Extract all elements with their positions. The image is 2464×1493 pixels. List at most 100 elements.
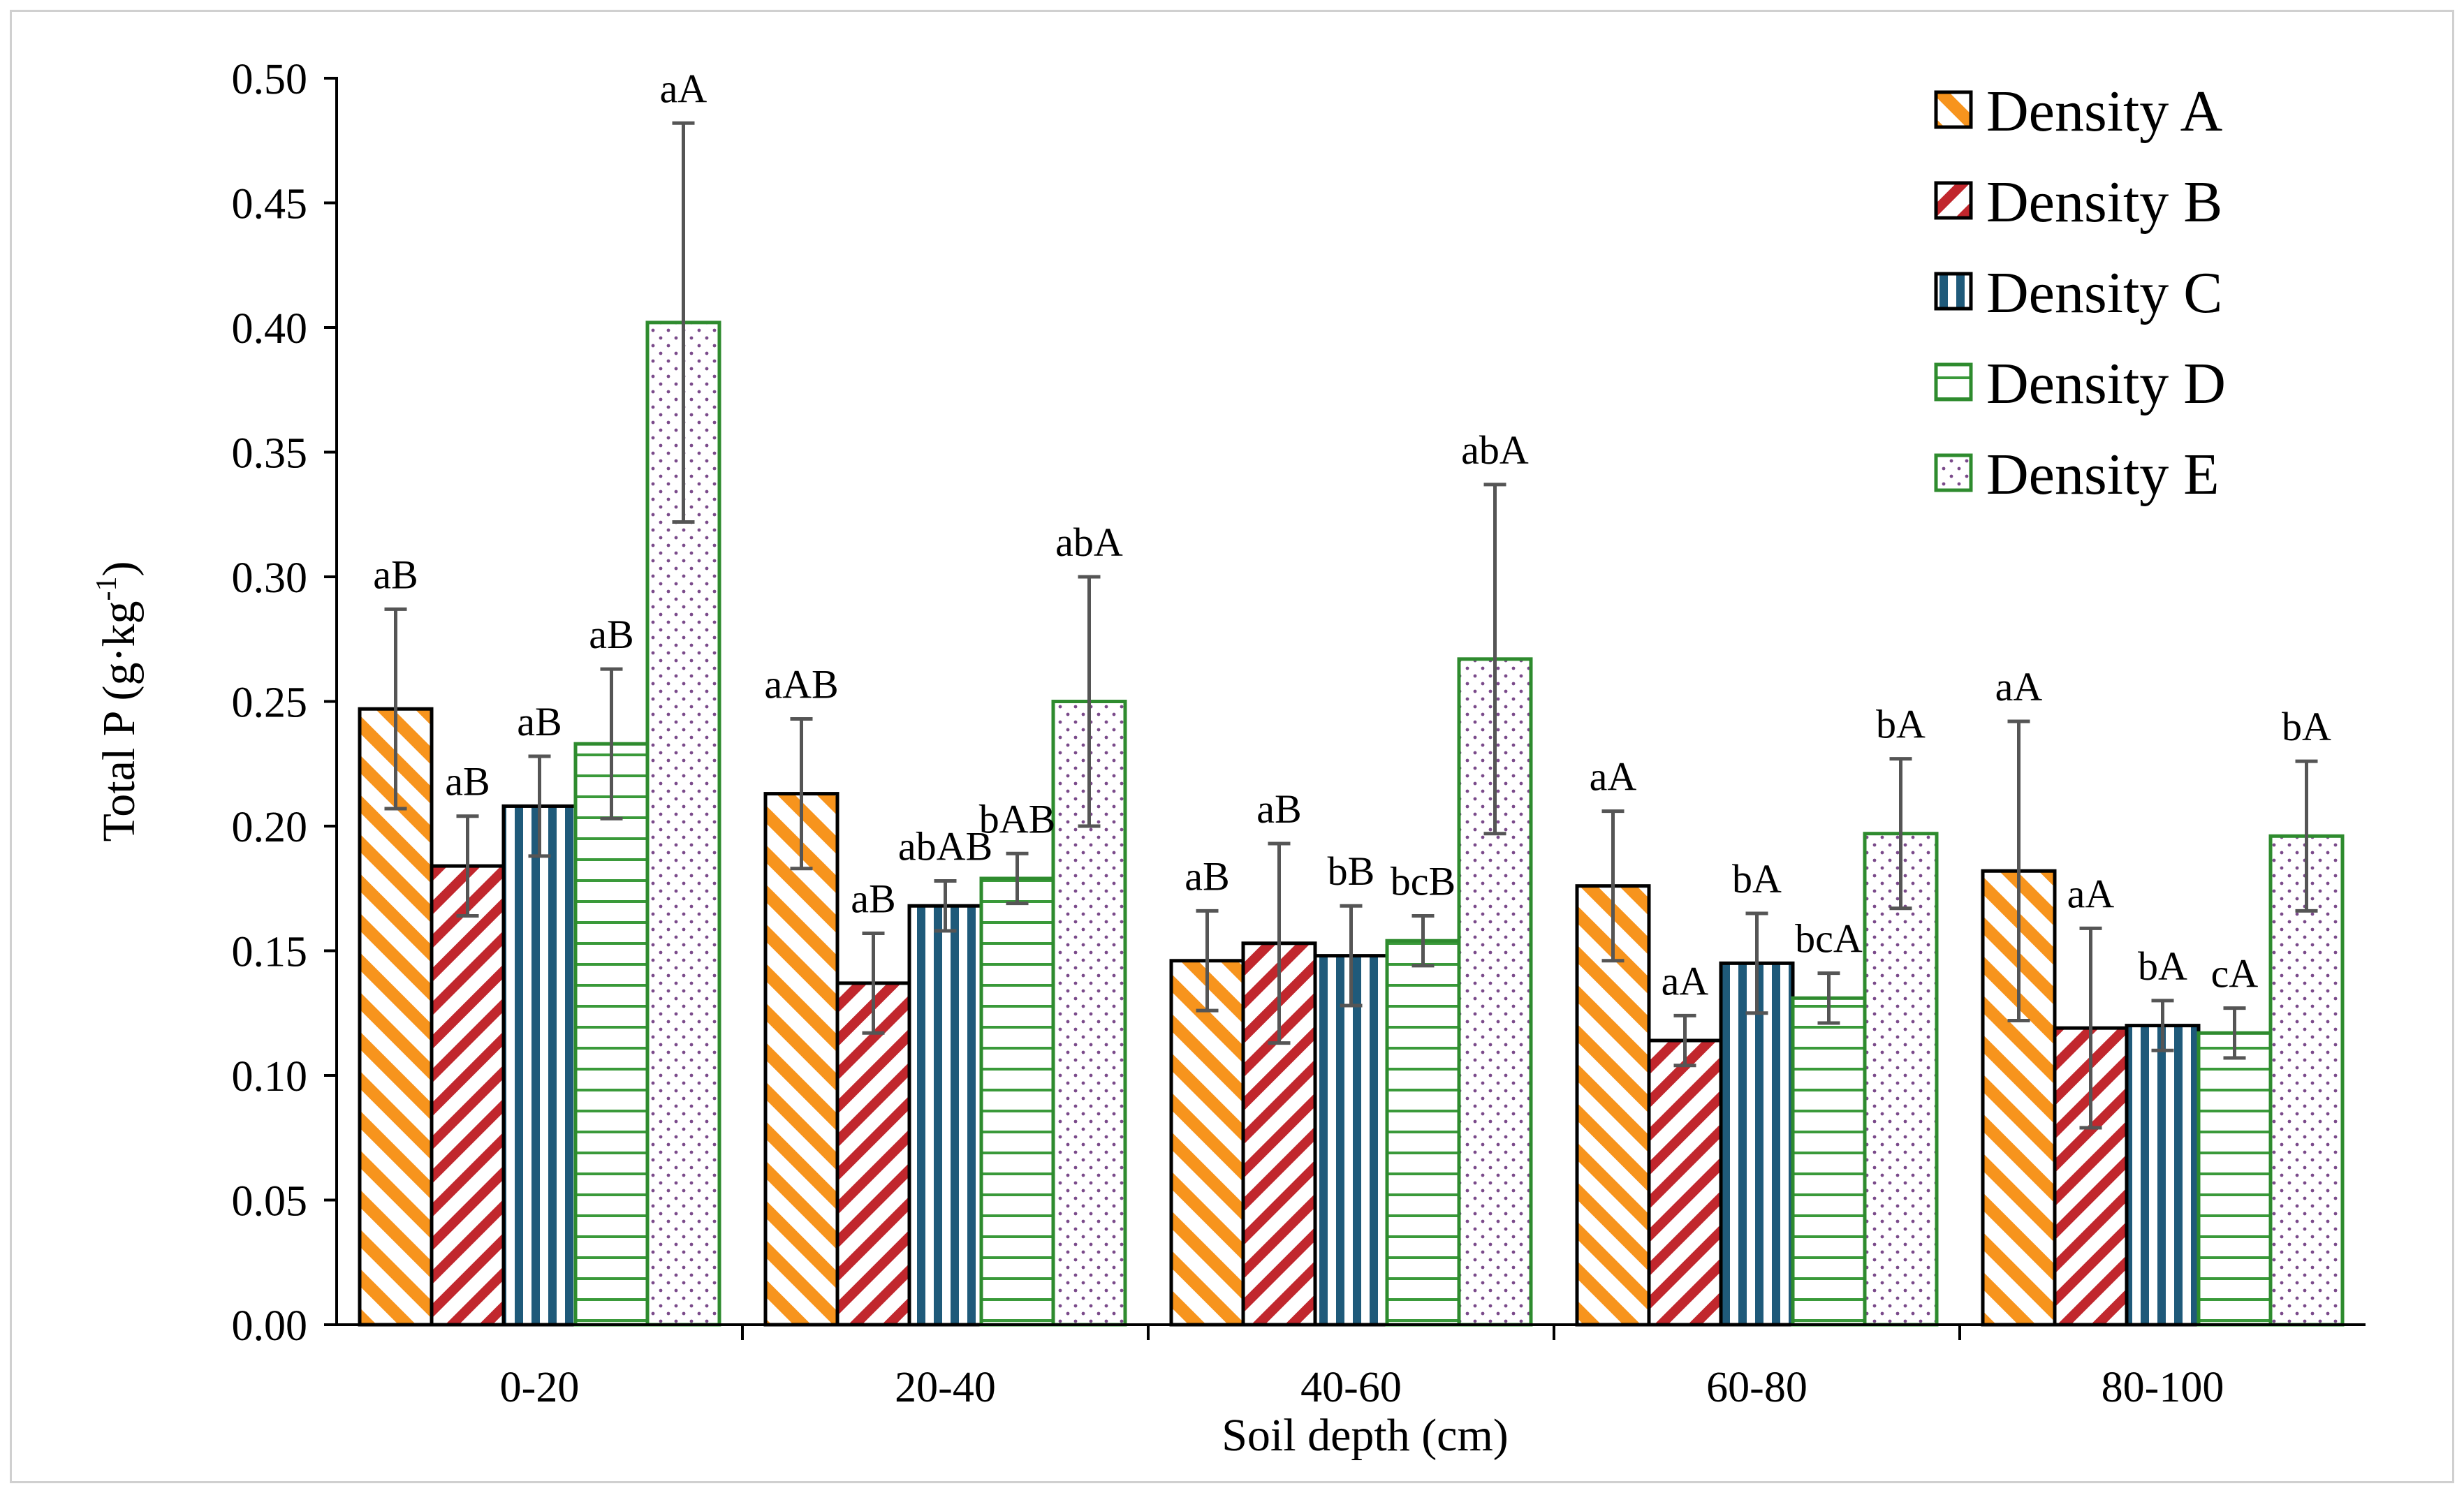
- bar-density-b-60-80: [1647, 1038, 1723, 1327]
- significance-label: bB: [1328, 848, 1375, 894]
- bar-chart: 0.00 0.05 0.10 0.15 0.20 0.25 0.30 0.35 0.40 0.45…: [91, 56, 2366, 1461]
- error-bar: [528, 754, 551, 858]
- bar-density-a-0-20: [358, 707, 434, 1327]
- x-tick-label: 80-100: [2102, 1364, 2224, 1411]
- x-tick-label: 20-40: [895, 1364, 996, 1411]
- bar-density-e-60-80: [1863, 832, 1939, 1327]
- error-bar: [862, 932, 885, 1035]
- legend-swatch: [1934, 453, 1973, 492]
- y-axis-ticks: 0.00 0.05 0.10 0.15 0.20 0.25 0.30 0.35 0.40 0.45…: [232, 56, 337, 1350]
- chart-frame: 0.00 0.05 0.10 0.15 0.20 0.25 0.30 0.35 0.40 0.45…: [10, 10, 2454, 1483]
- significance-label: bA: [2138, 943, 2187, 989]
- error-bar: [1078, 575, 1101, 828]
- significance-label: aB: [1185, 853, 1229, 899]
- error-bar: [1673, 1013, 1696, 1068]
- significance-label: aB: [851, 876, 895, 922]
- significance-label: bA: [1732, 856, 1782, 902]
- error-bar: [1268, 841, 1291, 1045]
- bar-density-c-60-80: [1719, 961, 1795, 1327]
- significance-label: aA: [660, 66, 707, 111]
- legend-label: Density E: [1986, 442, 2220, 507]
- legend-label: Density A: [1986, 79, 2223, 144]
- error-bar: [600, 667, 623, 821]
- y-tick-label: 0.25: [232, 679, 308, 727]
- error-bar: [1483, 483, 1506, 836]
- error-bar: [2295, 759, 2318, 913]
- bar-density-b-0-20: [430, 864, 506, 1327]
- significance-label: aA: [1662, 958, 1709, 1003]
- y-tick-label: 0.15: [232, 929, 308, 976]
- significance-label: bcB: [1391, 859, 1455, 904]
- bar-density-d-40-60: [1385, 939, 1461, 1327]
- legend-item-density-a: Density A: [1934, 79, 2223, 144]
- bar-density-c-20-40: [907, 904, 983, 1327]
- error-bar: [456, 814, 479, 918]
- y-tick-label: 0.40: [232, 305, 308, 353]
- x-tick-label: 60-80: [1706, 1364, 1807, 1411]
- bar-density-c-40-60: [1313, 954, 1389, 1327]
- significance-label: bA: [2282, 704, 2331, 749]
- error-bar: [1006, 851, 1029, 906]
- x-axis-tick-labels: 0-20 20-40 40-60 60-80 80-100: [500, 1325, 2224, 1411]
- error-bar: [934, 879, 957, 933]
- error-bars: [384, 121, 2318, 1130]
- legend-label: Density C: [1986, 260, 2222, 325]
- y-tick-label: 0.45: [232, 181, 308, 228]
- legend-item-density-d: Density D: [1934, 351, 2226, 416]
- y-tick-label: 0.20: [232, 804, 308, 851]
- legend-label: Density B: [1986, 170, 2222, 235]
- significance-label: cA: [2211, 951, 2259, 996]
- bar-density-d-0-20: [573, 742, 650, 1327]
- error-bar: [1817, 971, 1840, 1025]
- significance-label: aB: [1256, 786, 1301, 832]
- significance-label: aA: [1590, 754, 1637, 800]
- significance-label: abAB: [898, 824, 992, 869]
- error-bar: [1411, 914, 1435, 968]
- significance-label: abA: [1461, 427, 1529, 473]
- y-tick-label: 0.30: [232, 554, 308, 602]
- legend-swatch: [1934, 272, 1973, 311]
- legend-item-density-e: Density E: [1934, 442, 2220, 507]
- significance-label: bAB: [979, 796, 1056, 841]
- significance-label: abA: [1055, 520, 1123, 565]
- legend-swatch: [1934, 181, 1973, 220]
- error-bar: [384, 607, 407, 811]
- significance-label: aB: [517, 699, 562, 744]
- legend-swatch: [1934, 362, 1973, 402]
- significance-label: bA: [1876, 702, 1926, 747]
- error-bar: [2079, 926, 2102, 1130]
- y-tick-label: 0.35: [232, 430, 308, 478]
- significance-label: aAB: [764, 661, 838, 707]
- significance-label: aB: [373, 552, 418, 597]
- error-bar: [2007, 719, 2030, 1022]
- legend: Density A Density B Density C Density D Dens…: [1934, 79, 2226, 507]
- bar-density-d-20-40: [979, 876, 1055, 1327]
- error-bar: [1745, 911, 1768, 1015]
- y-tick-label: 0.00: [232, 1302, 308, 1350]
- x-axis-title: Soil depth (cm): [1222, 1410, 1509, 1461]
- legend-swatch: [1934, 90, 1973, 129]
- error-bar: [1340, 904, 1363, 1008]
- error-bar: [1196, 909, 1219, 1013]
- error-bar: [1601, 809, 1625, 963]
- error-bar: [2151, 999, 2174, 1052]
- y-tick-label: 0.10: [232, 1053, 308, 1101]
- bar-density-c-80-100: [2125, 1024, 2201, 1327]
- legend-label: Density D: [1986, 351, 2226, 416]
- error-bar: [790, 716, 813, 871]
- significance-label: aA: [1995, 664, 2043, 709]
- x-tick-label: 0-20: [500, 1364, 580, 1411]
- error-bar: [672, 121, 695, 524]
- x-tick-label: 40-60: [1300, 1364, 1402, 1411]
- significance-label: aA: [2067, 871, 2115, 916]
- bar-density-d-60-80: [1791, 996, 1867, 1327]
- significance-label: aB: [445, 759, 490, 804]
- y-tick-label: 0.05: [232, 1178, 308, 1226]
- bar-density-a-20-40: [763, 792, 839, 1327]
- bar-density-c-0-20: [501, 804, 578, 1327]
- y-axis-title: Total P (g·kg-1): [91, 561, 145, 842]
- error-bar: [2223, 1006, 2246, 1060]
- legend-item-density-b: Density B: [1934, 170, 2222, 235]
- bar-density-d-80-100: [2197, 1031, 2273, 1327]
